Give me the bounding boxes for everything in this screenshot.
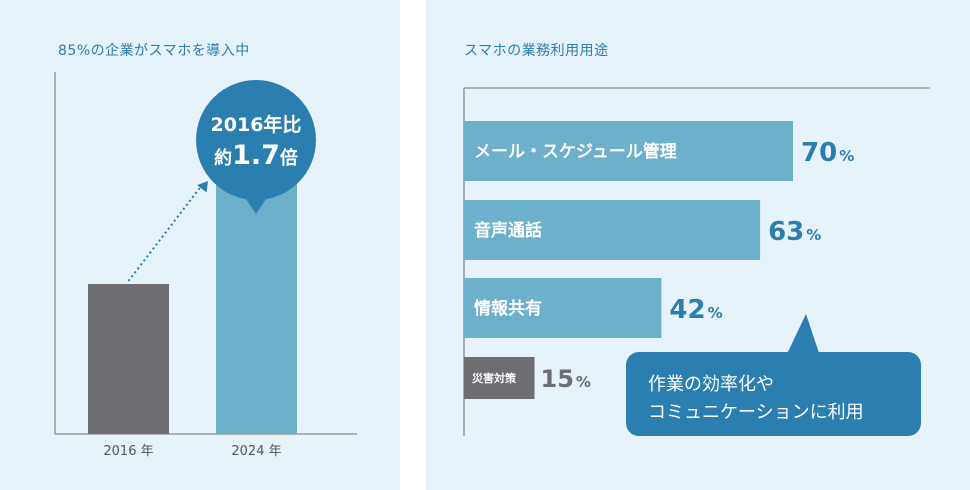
- usage-callout-pointer: [786, 314, 820, 356]
- right-bar-category-label: 情報共有: [474, 298, 542, 319]
- left-bar-0: [88, 284, 169, 434]
- right-bar-1: [464, 200, 761, 260]
- right-bar-0: [464, 121, 793, 181]
- right-bar-3: [464, 357, 535, 399]
- right-bar-category-label: 音声通話: [474, 220, 542, 241]
- right-bar-2: [464, 278, 662, 338]
- left-bar-1: [216, 179, 297, 434]
- right-bar-value-label: 42%: [669, 295, 722, 325]
- callout-circle: [196, 80, 316, 200]
- right-bar-value-label: 63%: [768, 217, 821, 247]
- callout-line1: 2016年比: [211, 113, 302, 136]
- growth-arrow-head: [197, 181, 208, 193]
- callout-line2: 約1.7倍: [214, 140, 298, 171]
- growth-arrow-line: [127, 184, 203, 282]
- left-x-tick-label: 2016 年: [103, 444, 153, 459]
- right-bar-category-label: 災害対策: [471, 371, 517, 385]
- left-x-tick-label: 2024 年: [231, 444, 281, 459]
- left-panel: 85%の企業がスマホを導入中: [0, 0, 400, 490]
- right-bar-value-label: 70%: [801, 138, 854, 168]
- usage-callout-box: [626, 352, 921, 436]
- usage-callout-line2: コミュニケーションに利用: [648, 402, 864, 423]
- right-chart-title: スマホの業務利用用途: [464, 43, 609, 59]
- left-chart-title: 85%の企業がスマホを導入中: [58, 43, 250, 59]
- usage-callout-line1: 作業の効率化や: [648, 374, 774, 395]
- right-bar-value-label: 15%: [541, 365, 591, 393]
- right-bar-category-label: メール・スケジュール管理: [474, 141, 677, 162]
- callout-pointer: [244, 196, 268, 214]
